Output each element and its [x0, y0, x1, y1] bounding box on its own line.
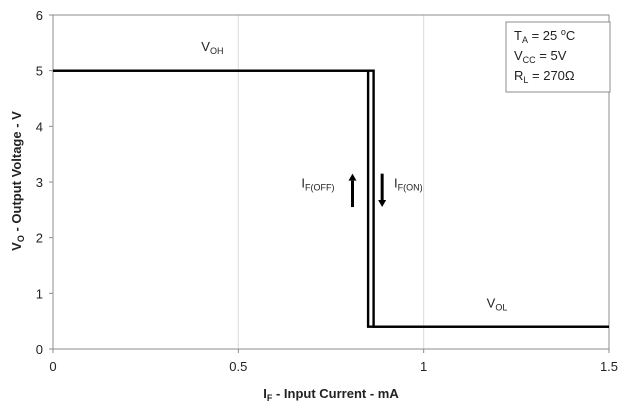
x-tick-label: 0 — [49, 359, 56, 374]
down-arrow — [378, 173, 387, 208]
annotation-if-on: IF(ON) — [394, 176, 423, 193]
condition-load-resistance: RL = 270Ω — [514, 68, 575, 85]
conditions-box: TA = 25 oC VCC = 5V RL = 270Ω — [505, 21, 611, 93]
x-axis-ticks: 0 0.5 1 1.5 — [49, 349, 618, 374]
annotation-voh: VOH — [201, 39, 223, 56]
y-tick-label: 4 — [36, 119, 43, 134]
annotation-layer: VOH VOL IF(OFF) IF(ON) — [201, 39, 507, 312]
y-tick-label: 0 — [36, 342, 43, 357]
series-line-rising — [53, 69, 609, 328]
up-arrow — [348, 173, 357, 208]
y-axis-title: VO - Output Voltage - V — [9, 111, 26, 251]
y-axis-ticks: 0 1 2 3 4 5 6 — [36, 8, 53, 357]
y-tick-label: 3 — [36, 175, 43, 190]
y-tick-label: 5 — [36, 64, 43, 79]
series-layer — [53, 69, 609, 328]
condition-temperature: TA = 25 oC — [514, 27, 575, 45]
x-tick-label: 0.5 — [229, 359, 247, 374]
y-tick-label: 6 — [36, 8, 43, 23]
series-line-falling — [53, 69, 609, 328]
x-tick-label: 1.5 — [600, 359, 618, 374]
conditions-box-frame — [505, 21, 611, 93]
arrow-layer — [348, 173, 387, 208]
x-axis-title: IF - Input Current - mA — [263, 386, 399, 403]
y-tick-label: 2 — [36, 231, 43, 246]
y-tick-label: 1 — [36, 286, 43, 301]
x-tick-label: 1 — [420, 359, 427, 374]
annotation-vol: VOL — [487, 295, 508, 312]
annotation-if-off: IF(OFF) — [301, 176, 334, 193]
condition-supply-voltage: VCC = 5V — [514, 48, 567, 65]
